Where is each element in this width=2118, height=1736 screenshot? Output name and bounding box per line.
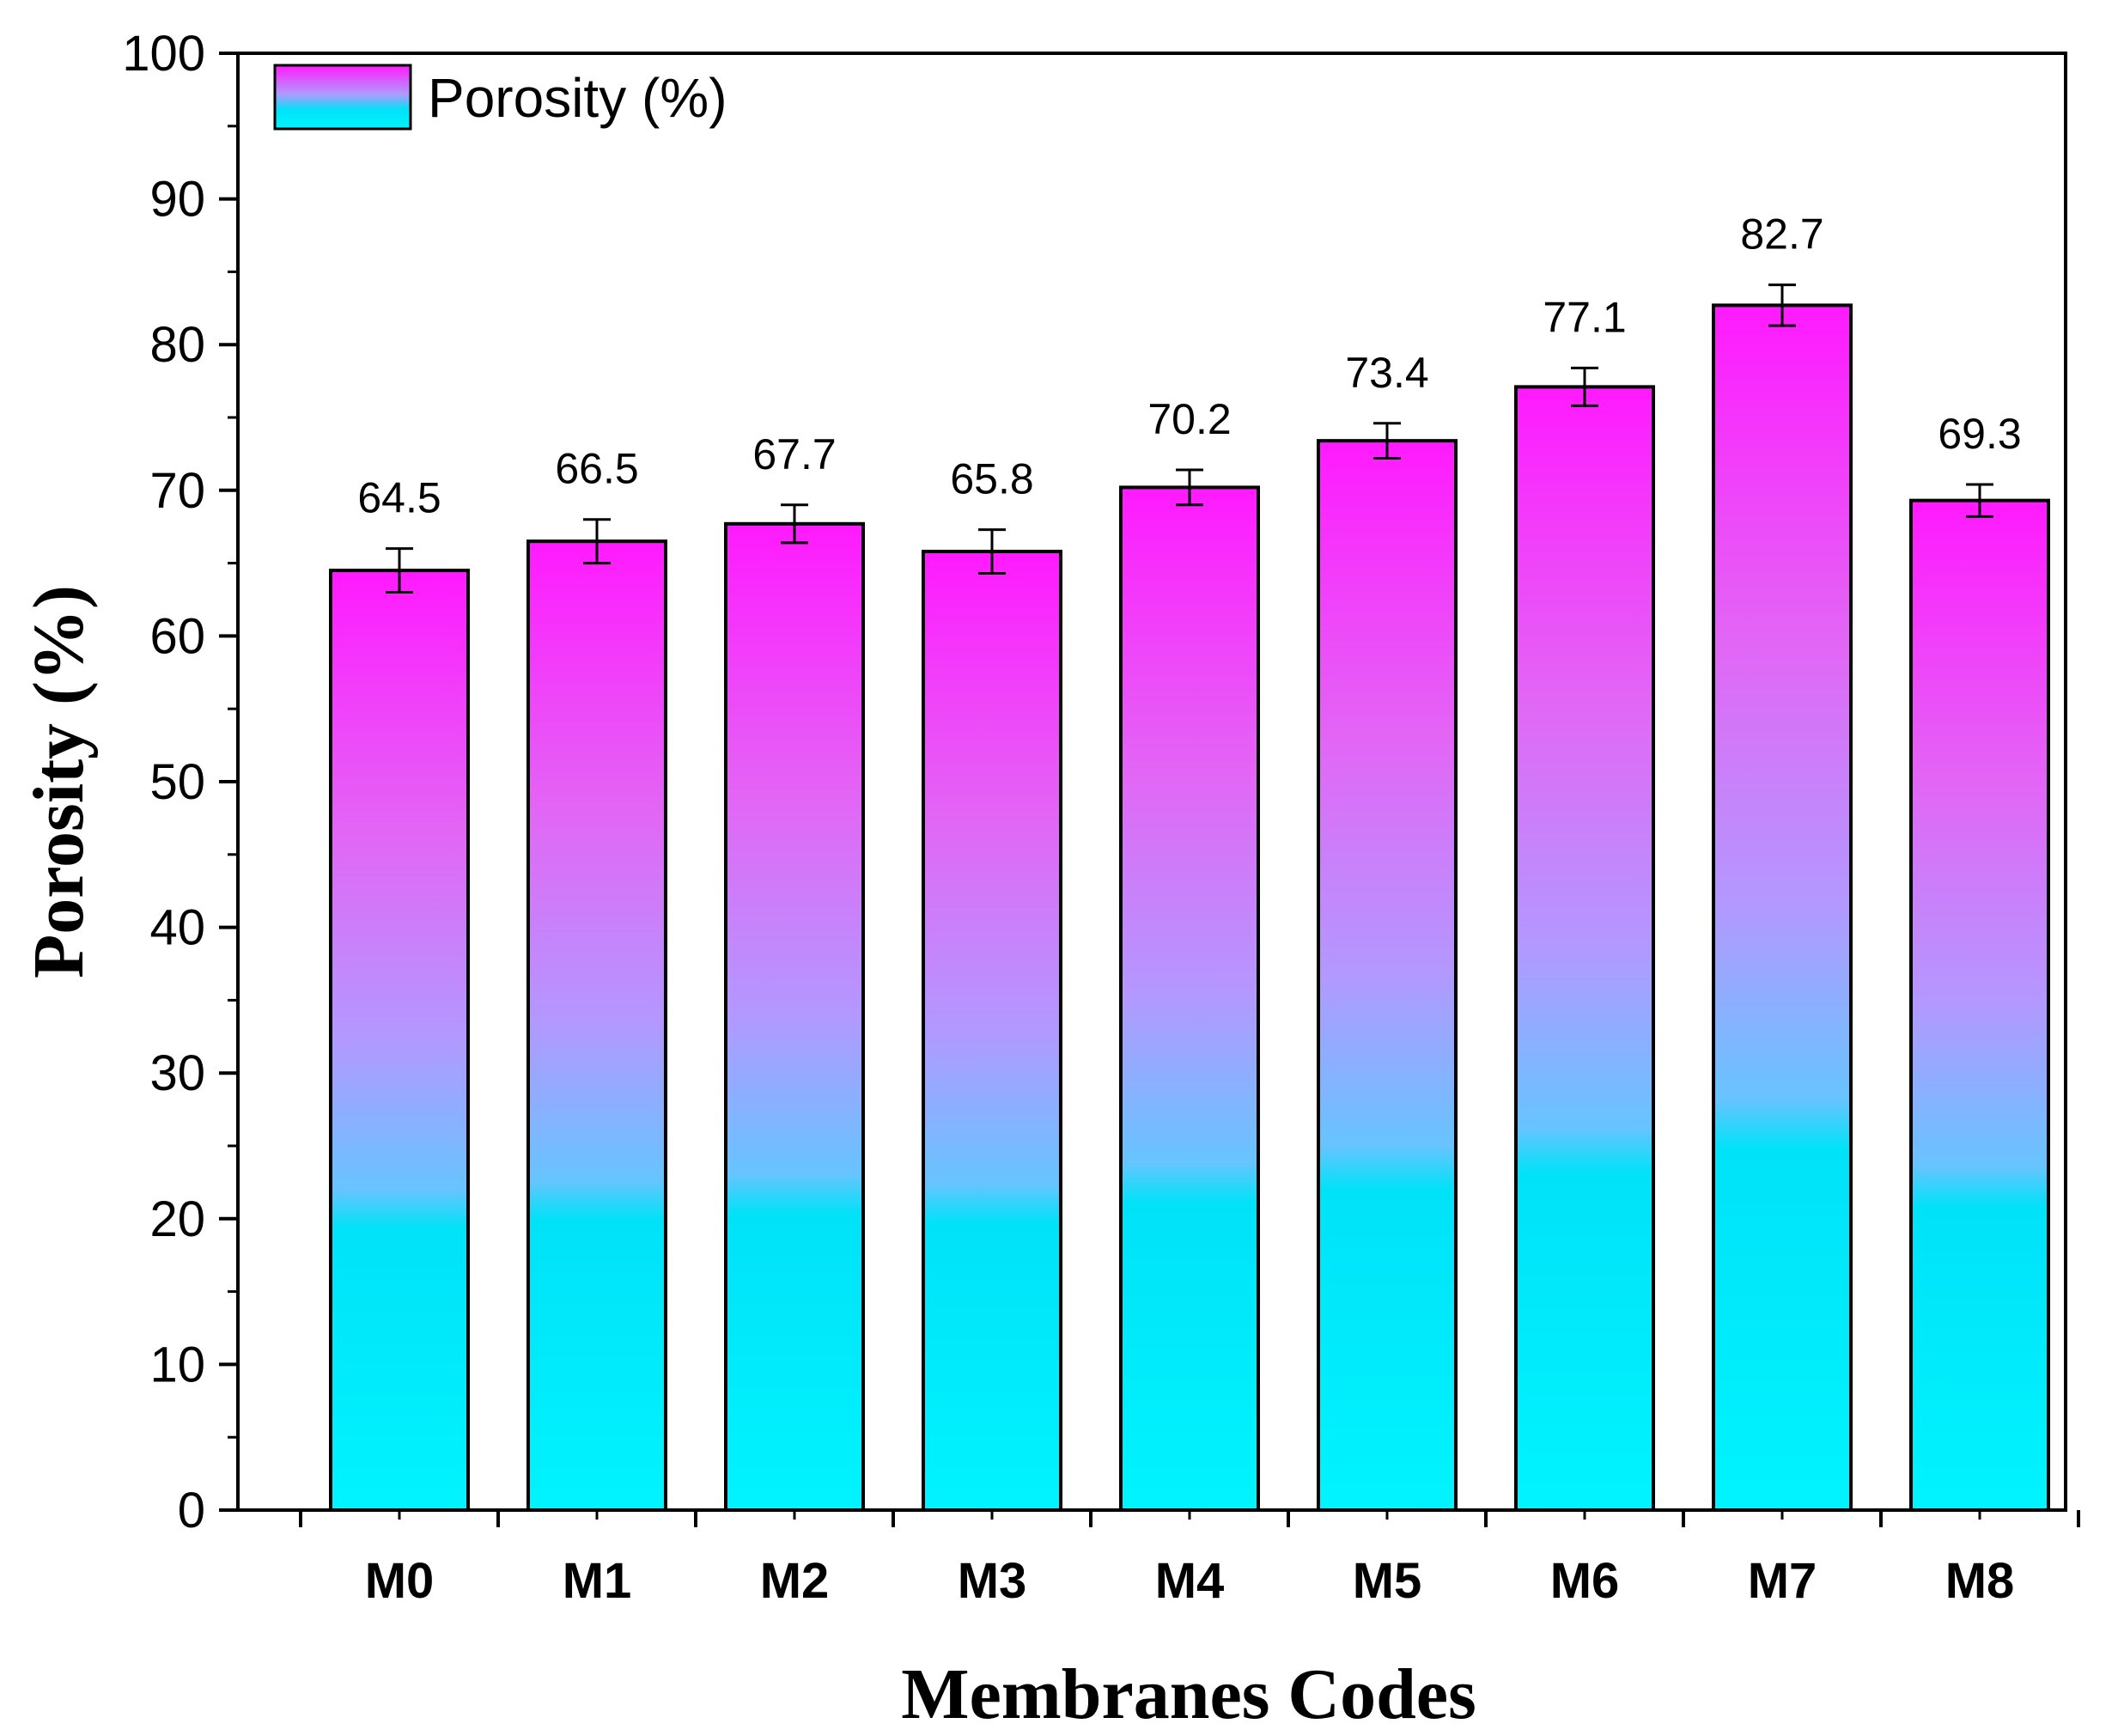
category-label-m4: M4 xyxy=(1155,1553,1225,1609)
error-bar-m4 xyxy=(1176,468,1203,507)
category-label-m6: M6 xyxy=(1550,1553,1620,1609)
y-tick-label: 70 xyxy=(149,463,205,519)
y-tick-label: 50 xyxy=(149,754,205,810)
category-label-m3: M3 xyxy=(958,1553,1027,1609)
category-label-m5: M5 xyxy=(1353,1553,1422,1609)
bar-m0 xyxy=(329,569,470,1513)
bar-m2 xyxy=(724,521,865,1512)
category-label-m7: M7 xyxy=(1748,1553,1817,1609)
category-label-m0: M0 xyxy=(365,1553,435,1609)
legend: Porosity (%) xyxy=(273,64,727,131)
legend-label: Porosity (%) xyxy=(428,67,727,129)
error-bar-m6 xyxy=(1571,366,1598,407)
y-tick-label: 80 xyxy=(149,317,205,373)
error-bar-m2 xyxy=(781,503,808,545)
x-axis-title: Membranes Codes xyxy=(901,1654,1476,1734)
data-label-m4: 70.2 xyxy=(1147,395,1231,443)
error-bar-m5 xyxy=(1373,422,1401,460)
y-tick-label: 40 xyxy=(149,900,205,956)
y-tick-label: 60 xyxy=(149,608,205,664)
legend-swatch xyxy=(273,64,412,131)
y-tick-label: 100 xyxy=(122,26,205,82)
y-tick-label: 0 xyxy=(178,1483,205,1538)
error-bar-m3 xyxy=(978,528,1006,575)
data-label-m8: 69.3 xyxy=(1938,410,2021,458)
bar-m7 xyxy=(1712,303,1853,1513)
category-label-m8: M8 xyxy=(1945,1553,2015,1609)
error-bars-layer xyxy=(386,283,1993,594)
data-labels-layer: 64.5 66.5 67.7 65.8 70.2 73.4 77.1 82.7 69.3 xyxy=(357,210,2021,522)
bar-m5 xyxy=(1317,439,1458,1512)
y-axis-title: Porosity (%) xyxy=(19,585,99,978)
error-bar-m1 xyxy=(583,518,611,565)
y-tick-label: 20 xyxy=(149,1191,205,1247)
data-label-m0: 64.5 xyxy=(357,474,441,522)
data-label-m6: 77.1 xyxy=(1543,293,1626,341)
data-label-m1: 66.5 xyxy=(555,445,638,493)
data-label-m7: 82.7 xyxy=(1740,210,1823,259)
y-axis: 0 10 20 30 40 50 60 70 80 90 100 xyxy=(122,26,238,1538)
bar-m6 xyxy=(1514,385,1655,1512)
x-axis: M0 M1 M2 M3 M4 M5 M6 M7 M8 xyxy=(299,1510,2080,1609)
bar-m1 xyxy=(526,539,667,1512)
category-label-m2: M2 xyxy=(760,1553,830,1609)
bar-m3 xyxy=(922,550,1062,1512)
error-bar-m8 xyxy=(1966,483,1993,518)
y-tick-label: 30 xyxy=(149,1045,205,1101)
data-label-m5: 73.4 xyxy=(1345,349,1428,397)
bar-m8 xyxy=(1909,498,2050,1512)
error-bar-m7 xyxy=(1768,283,1796,327)
error-bar-m0 xyxy=(386,547,413,594)
y-tick-label: 10 xyxy=(149,1337,205,1392)
data-label-m3: 65.8 xyxy=(950,455,1033,503)
category-label-m1: M1 xyxy=(563,1553,632,1609)
data-label-m2: 67.7 xyxy=(752,430,836,478)
y-tick-label: 90 xyxy=(149,172,205,228)
bar-m4 xyxy=(1119,485,1260,1513)
